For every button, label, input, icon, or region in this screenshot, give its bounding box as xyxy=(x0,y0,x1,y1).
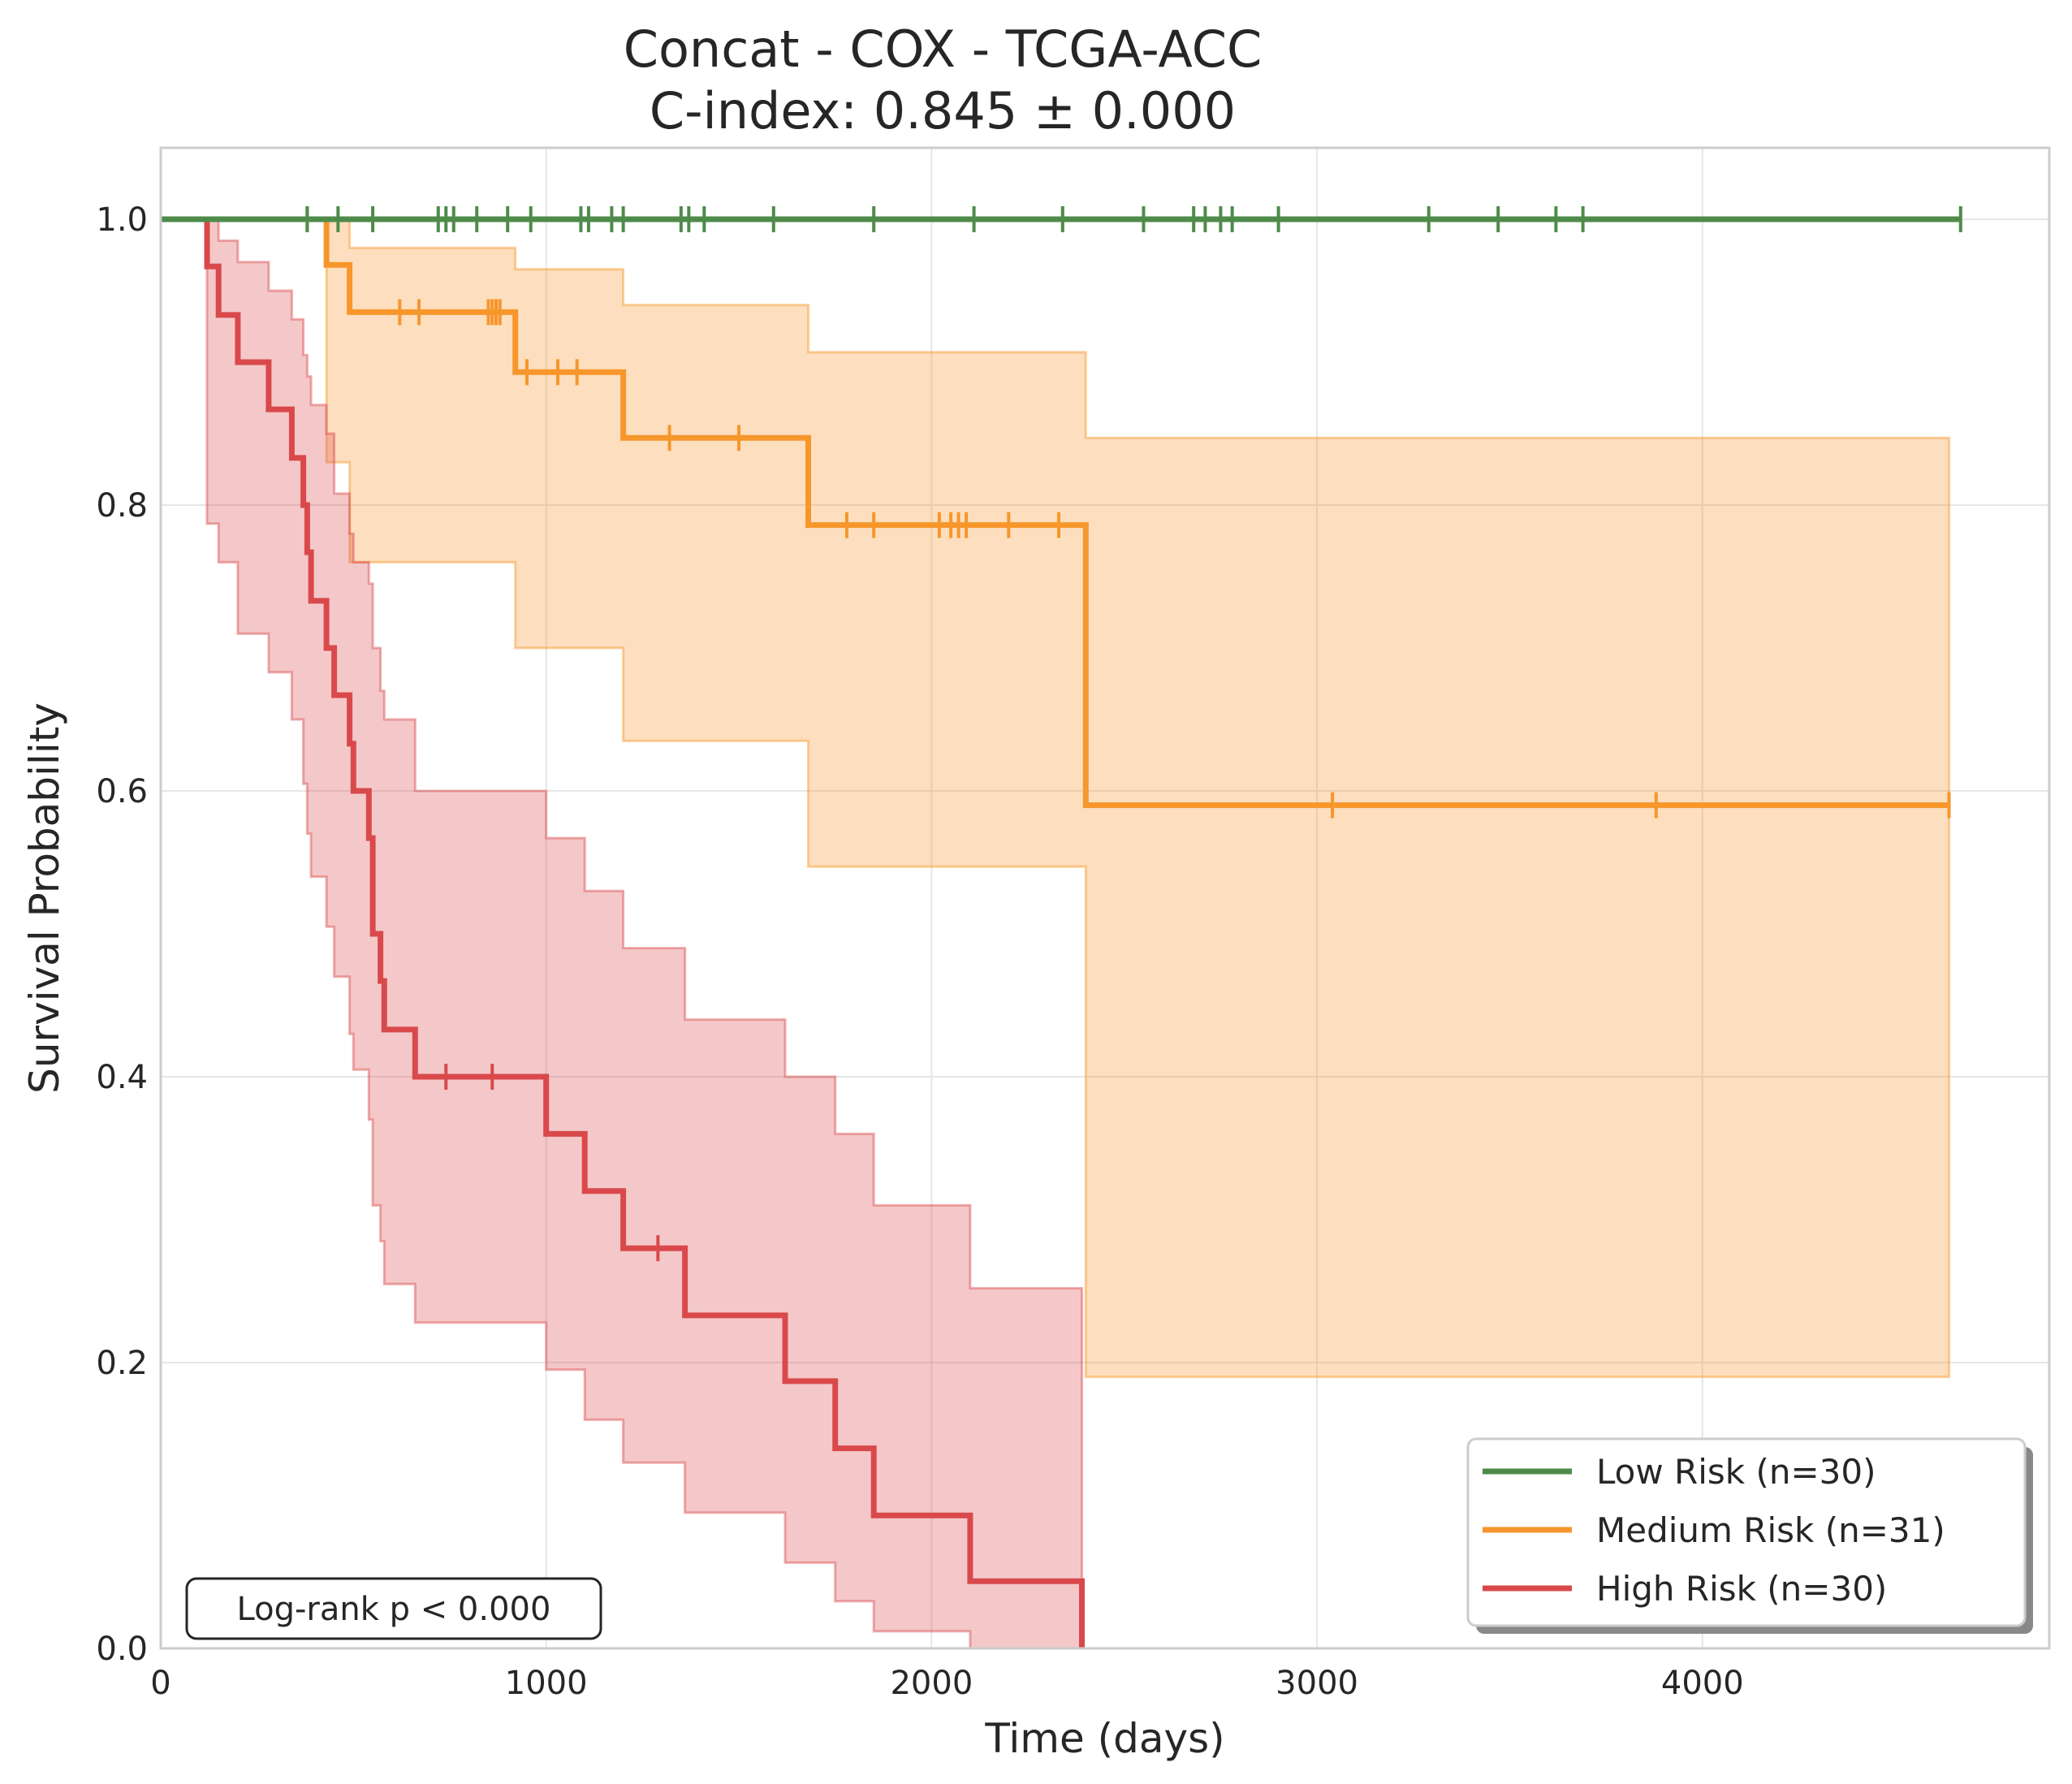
y-tick-label: 0.2 xyxy=(96,1345,148,1382)
survival-line xyxy=(161,216,1085,1648)
annotation-box xyxy=(185,1577,602,1640)
survival-curves xyxy=(161,216,1961,1648)
y-tick-label: 0.0 xyxy=(96,1631,148,1668)
annotation-text: Log-rank p < 0.000 xyxy=(237,1591,551,1628)
legend: Low Risk (n=30) Medium Risk (n=31) High Ri… xyxy=(1466,1437,2033,1634)
x-axis-label: Time (days) xyxy=(984,1715,1224,1762)
censor-marks xyxy=(305,206,1962,1262)
legend-label: High Risk (n=30) xyxy=(1596,1569,1887,1609)
legend-box xyxy=(1466,1437,2027,1627)
logrank-annotation: Log-rank p < 0.000 xyxy=(185,1577,602,1640)
x-tick-label: 3000 xyxy=(1276,1665,1358,1702)
legend-label: Low Risk (n=30) xyxy=(1596,1452,1876,1492)
survival-line xyxy=(161,216,1949,809)
x-axis-ticks: 0 1000 2000 3000 4000 xyxy=(150,1665,1743,1702)
y-axis-label: Survival Probability xyxy=(21,702,68,1094)
x-tick-label: 0 xyxy=(150,1665,171,1702)
plot-frame xyxy=(159,146,2051,1650)
x-tick-label: 1000 xyxy=(505,1665,588,1702)
x-tick-label: 4000 xyxy=(1661,1665,1744,1702)
y-tick-label: 0.8 xyxy=(96,487,148,525)
x-tick-label: 2000 xyxy=(890,1665,973,1702)
confidence-bands xyxy=(161,218,1951,1650)
legend-label: Medium Risk (n=31) xyxy=(1596,1510,1945,1550)
chart-title: Concat - COX - TCGA-ACC xyxy=(624,19,1263,79)
ci-band xyxy=(161,218,1083,1650)
y-tick-label: 1.0 xyxy=(96,201,148,239)
ci-band xyxy=(161,218,1951,1379)
y-axis-ticks: 0.0 0.2 0.4 0.6 0.8 1.0 xyxy=(96,201,148,1668)
chart-subtitle: C-index: 0.845 ± 0.000 xyxy=(650,81,1236,140)
y-tick-label: 0.6 xyxy=(96,773,148,810)
y-tick-label: 0.4 xyxy=(96,1059,148,1096)
